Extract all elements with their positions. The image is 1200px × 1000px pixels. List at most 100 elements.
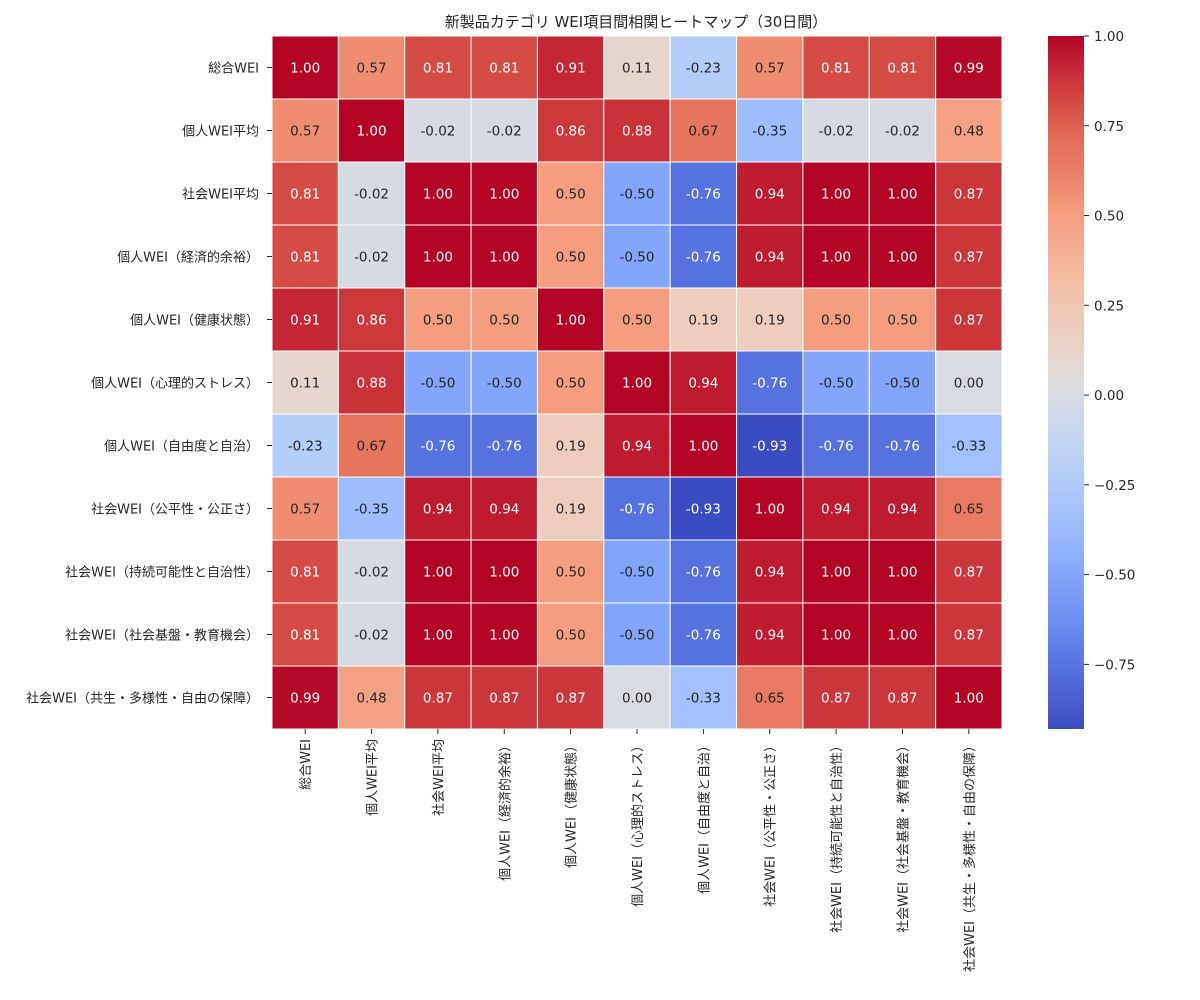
heatmap-cell-r4-c9 (868, 287, 937, 352)
cell-annotation-r5-c8: -0.50 (819, 376, 854, 392)
cell-annotation-r10-c5: 0.00 (622, 691, 652, 707)
heatmap-cell-r6-c6 (669, 413, 738, 478)
heatmap-cell-r10-c2 (404, 665, 472, 730)
heatmap-cell-r5-c0 (271, 350, 339, 415)
cell-annotation-r8-c6: -0.76 (686, 565, 721, 581)
colorbar-tick-label-7: −0.75 (1094, 657, 1135, 673)
heatmap-cell-r2-c5 (603, 161, 671, 226)
cell-annotation-r1-c5: 0.88 (622, 124, 652, 140)
cell-annotation-r3-c4: 0.50 (556, 250, 586, 266)
x-tick-label-5: 個人WEI（心理的ストレス） (630, 739, 646, 907)
y-tick-label-7: 社会WEI（公平性・公正さ） (91, 502, 259, 518)
cell-annotation-r9-c6: -0.76 (686, 628, 721, 644)
cell-annotation-r2-c3: 1.00 (489, 187, 519, 203)
heatmap-cell-r10-c4 (536, 665, 605, 730)
heatmap-cell-r2-c6 (669, 161, 738, 226)
heatmap-cell-r6-c0 (271, 413, 339, 478)
cell-annotation-r3-c3: 1.00 (489, 250, 519, 266)
heatmap-cell-r5-c3 (470, 350, 538, 415)
cell-annotation-r3-c2: 1.00 (423, 250, 453, 266)
cell-annotation-r9-c1: -0.02 (354, 628, 389, 644)
cell-annotation-r10-c3: 0.87 (489, 691, 519, 707)
x-tick-label-6: 個人WEI（自由度と自治） (696, 739, 712, 894)
cell-annotation-r0-c10: 0.99 (954, 61, 984, 77)
cell-annotation-r2-c4: 0.50 (556, 187, 586, 203)
colorbar-tick-label-2: 0.50 (1094, 209, 1124, 225)
y-tick-label-3: 個人WEI（経済的余裕） (117, 250, 259, 266)
heatmap-cell-r1-c7 (736, 98, 804, 163)
heatmap-cell-r3-c8 (802, 224, 870, 289)
cell-annotation-r5-c4: 0.50 (556, 376, 586, 392)
cell-annotation-r4-c3: 0.50 (489, 313, 519, 329)
cell-annotation-r9-c5: -0.50 (620, 628, 655, 644)
heatmap-cell-r3-c4 (536, 224, 605, 289)
heatmap-cell-r9-c2 (404, 602, 472, 667)
heatmap-cell-r8-c6 (669, 539, 738, 604)
cell-annotation-r9-c4: 0.50 (556, 628, 586, 644)
heatmap-cell-r10-c5 (603, 665, 671, 730)
heatmap-cell-r8-c2 (404, 539, 472, 604)
heatmap-cell-r3-c6 (669, 224, 738, 289)
heatmap-cell-r10-c1 (337, 665, 406, 730)
x-tick-label-9: 社会WEI（社会基盤・教育機会） (895, 739, 911, 933)
cell-annotation-r2-c1: -0.02 (354, 187, 389, 203)
heatmap-cell-r7-c0 (271, 476, 339, 541)
colorbar-tick-label-6: −0.50 (1094, 568, 1135, 584)
heatmap-cell-r10-c7 (736, 665, 804, 730)
cell-annotation-r8-c10: 0.87 (954, 565, 984, 581)
cell-annotation-r2-c9: 1.00 (887, 187, 917, 203)
cell-annotation-r5-c0: 0.11 (290, 376, 320, 392)
cell-annotation-r0-c3: 0.81 (489, 61, 519, 77)
heatmap-cell-r3-c2 (404, 224, 472, 289)
cell-annotation-r5-c2: -0.50 (420, 376, 455, 392)
cell-annotation-r1-c4: 0.86 (556, 124, 586, 140)
cell-annotation-r1-c3: -0.02 (487, 124, 522, 140)
heatmap-cell-r5-c10 (935, 350, 1003, 415)
heatmap-cell-r2-c10 (935, 161, 1003, 226)
cell-annotation-r4-c2: 0.50 (423, 313, 453, 329)
heatmap-cell-r1-c5 (603, 98, 671, 163)
cell-annotation-r9-c9: 1.00 (887, 628, 917, 644)
cell-annotation-r7-c8: 0.94 (821, 502, 851, 518)
cell-annotation-r2-c7: 0.94 (755, 187, 785, 203)
cell-annotation-r10-c7: 0.65 (755, 691, 785, 707)
heatmap-cell-r4-c2 (404, 287, 472, 352)
heatmap-cell-r1-c8 (802, 98, 870, 163)
heatmap-cell-r3-c9 (868, 224, 937, 289)
heatmap-cell-r8-c9 (868, 539, 937, 604)
cell-annotation-r4-c4: 1.00 (556, 313, 586, 329)
x-tick-label-8: 社会WEI（持続可能性と自治性） (829, 739, 845, 933)
heatmap-cell-r9-c3 (470, 602, 538, 667)
cell-annotation-r5-c6: 0.94 (688, 376, 718, 392)
heatmap-cells (271, 35, 1003, 730)
cell-annotation-r0-c5: 0.11 (622, 61, 652, 77)
cell-annotation-r10-c8: 0.87 (821, 691, 851, 707)
cell-annotation-r8-c1: -0.02 (354, 565, 389, 581)
y-tick-label-4: 個人WEI（健康状態） (130, 313, 259, 329)
heatmap-cell-r6-c5 (603, 413, 671, 478)
cell-annotation-r7-c10: 0.65 (954, 502, 984, 518)
y-tick-label-5: 個人WEI（心理的ストレス） (91, 376, 259, 392)
y-tick-label-6: 個人WEI（自由度と自治） (104, 439, 259, 455)
cell-annotation-r10-c9: 0.87 (887, 691, 917, 707)
heatmap-cell-r6-c10 (935, 413, 1003, 478)
cell-annotation-r0-c8: 0.81 (821, 61, 851, 77)
heatmap-cell-r7-c10 (935, 476, 1003, 541)
cell-annotation-r3-c8: 1.00 (821, 250, 851, 266)
cell-annotation-r3-c10: 0.87 (954, 250, 984, 266)
heatmap-cell-r6-c1 (337, 413, 406, 478)
cell-annotations: 1.00 0.57 0.81 0.81 0.91 0.11 -0.23 0.57 0.81 0.8… (288, 61, 987, 707)
x-tick-label-3: 個人WEI（経済的余裕） (497, 739, 513, 881)
x-axis-tick-labels: 総合WEI 個人WEI平均 社会WEI平均 個人WEI（経済的余裕） 個人WEI（健康状… (299, 729, 978, 972)
heatmap-cell-r2-c2 (404, 161, 472, 226)
heatmap-cell-r0-c1 (337, 35, 406, 100)
heatmap-cell-r4-c10 (935, 287, 1003, 352)
cell-annotation-r10-c0: 0.99 (290, 691, 320, 707)
heatmap-cell-r4-c3 (470, 287, 538, 352)
heatmap-cell-r4-c1 (337, 287, 406, 352)
heatmap-cell-r7-c4 (536, 476, 605, 541)
cell-annotation-r1-c7: -0.35 (752, 124, 787, 140)
cell-annotation-r7-c1: -0.35 (354, 502, 389, 518)
